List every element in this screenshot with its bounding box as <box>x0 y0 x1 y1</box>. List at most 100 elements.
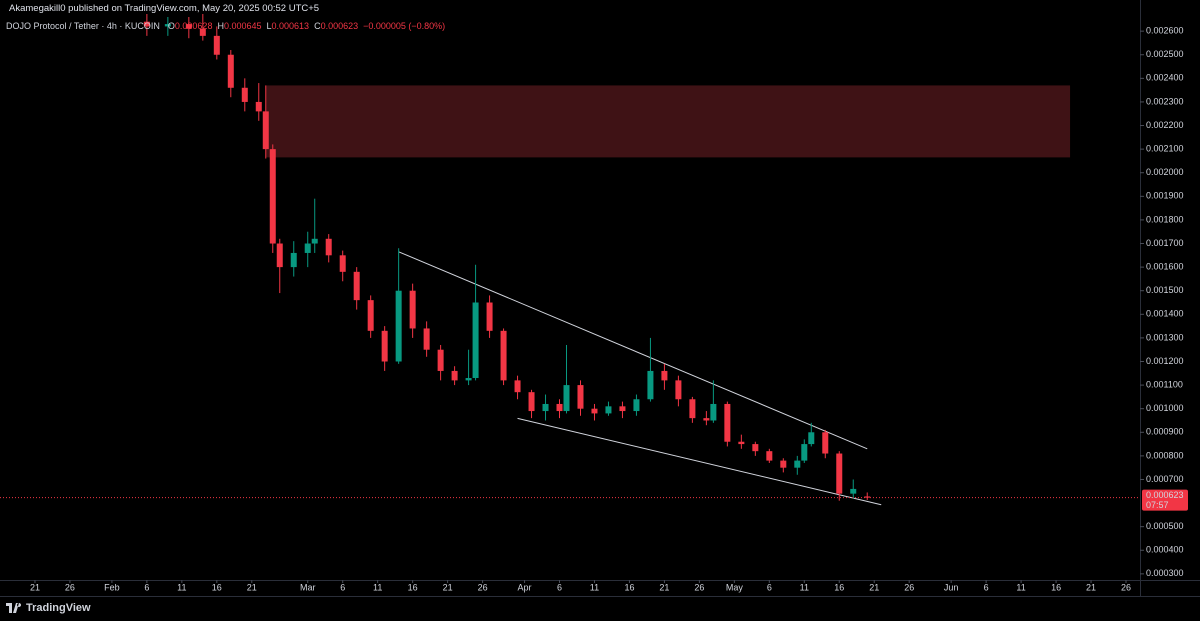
candle-body <box>528 392 535 412</box>
candle-body <box>675 380 682 400</box>
candle-body <box>801 444 808 461</box>
footer-logo[interactable]: TradingView <box>6 602 91 614</box>
x-tick-label: 26 <box>904 582 914 592</box>
candle-body <box>738 441 745 445</box>
x-tick-label: 11 <box>177 582 186 592</box>
symbol-legend: DOJO Protocol / Tether · 4h · KUCOIN O 0.0… <box>6 21 450 31</box>
candle-body <box>472 302 479 379</box>
candle-body <box>276 243 283 268</box>
publisher-line: Akamegakill0 published on TradingView.co… <box>6 3 323 14</box>
x-tick-label: 16 <box>834 582 844 592</box>
x-tick-label: 6 <box>557 582 562 592</box>
x-tick-label: 11 <box>1016 582 1025 592</box>
y-tick-label: 0.002200 <box>1146 120 1184 130</box>
ohlc-label: L <box>266 21 272 31</box>
x-tick-label: 26 <box>65 582 75 592</box>
candle-body <box>689 399 696 419</box>
ohlc-label: C <box>314 21 321 31</box>
candle-body <box>577 385 584 409</box>
candle-body <box>213 35 220 55</box>
candle-body <box>710 403 717 421</box>
y-tick-label: 0.002500 <box>1146 49 1184 59</box>
x-tick-label: 11 <box>373 582 382 592</box>
x-tick-label: 6 <box>340 582 345 592</box>
y-tick-label: 0.000400 <box>1146 545 1184 555</box>
candle-body <box>409 290 416 329</box>
ohlc-value: 0.000623 <box>320 21 359 31</box>
y-tick-label: 0.002100 <box>1146 144 1184 154</box>
x-tick-label: 16 <box>1051 582 1061 592</box>
x-tick-label: Feb <box>104 582 120 592</box>
candle-body <box>227 54 234 88</box>
candle-body <box>353 271 360 301</box>
x-tick-label: May <box>726 582 744 592</box>
candle-body <box>381 330 388 362</box>
x-tick-label: 16 <box>624 582 634 592</box>
ohlc-value: 0.000613 <box>271 21 310 31</box>
candle-body <box>395 290 402 362</box>
x-tick-label: Apr <box>518 582 532 592</box>
y-tick-label: 0.002300 <box>1146 96 1184 106</box>
candle-body <box>304 243 311 253</box>
logo-icon <box>6 603 22 613</box>
candle-body <box>143 21 150 27</box>
x-tick-label: 11 <box>800 582 809 592</box>
candle-body <box>703 418 710 421</box>
candle-body <box>752 444 759 452</box>
candle-body <box>836 453 843 494</box>
candle-body <box>766 451 773 461</box>
y-tick-label: 0.002000 <box>1146 167 1184 177</box>
candle-body <box>808 432 815 445</box>
last-price-box <box>1142 489 1188 511</box>
candle-body <box>325 238 332 256</box>
y-tick-label: 0.000800 <box>1146 450 1184 460</box>
y-tick-label: 0.000300 <box>1146 568 1184 578</box>
candle-body <box>199 28 206 36</box>
x-tick-label: 21 <box>869 582 879 592</box>
x-tick-label: 21 <box>247 582 257 592</box>
candle-body <box>451 370 458 381</box>
x-tick-label: 6 <box>984 582 989 592</box>
brand: TradingView <box>26 602 91 614</box>
candle-body <box>241 87 248 102</box>
candle-body <box>514 380 521 393</box>
x-tick-label: 26 <box>478 582 488 592</box>
candle-body <box>486 302 493 331</box>
x-tick-label: 16 <box>212 582 222 592</box>
candle-body <box>290 252 297 268</box>
y-tick-label: 0.001400 <box>1146 309 1184 319</box>
candle-body <box>822 432 829 454</box>
last-price-label: 0.000623 <box>1146 490 1184 500</box>
candle-body <box>794 460 801 468</box>
y-tick-label: 0.000700 <box>1146 474 1184 484</box>
candle-body <box>556 403 563 412</box>
y-tick-label: 0.000500 <box>1146 521 1184 531</box>
change: −0.000005 (−0.80%) <box>363 21 446 31</box>
symbol-title: DOJO Protocol / Tether · 4h · KUCOIN <box>6 21 160 31</box>
y-tick-label: 0.001200 <box>1146 356 1184 366</box>
y-tick-label: 0.001700 <box>1146 238 1184 248</box>
trendline <box>517 417 882 506</box>
x-tick-label: 21 <box>659 582 669 592</box>
candle-body <box>619 406 626 412</box>
candle-body <box>661 370 668 381</box>
ohlc-label: O <box>167 21 175 31</box>
candle-body <box>647 370 654 400</box>
x-tick-label: 26 <box>694 582 704 592</box>
candle-body <box>164 24 171 27</box>
y-tick-label: 0.001500 <box>1146 285 1184 295</box>
candle-body <box>864 496 871 498</box>
candle-body <box>780 460 787 468</box>
x-tick-label: 16 <box>408 582 418 592</box>
candle-body <box>423 328 430 350</box>
supply-zone <box>265 85 1071 158</box>
x-tick-label: 6 <box>767 582 772 592</box>
y-tick-label: 0.001300 <box>1146 332 1184 342</box>
candle-body <box>465 378 472 381</box>
x-tick-label: 6 <box>144 582 149 592</box>
x-tick-label: 26 <box>1121 582 1131 592</box>
y-tick-label: 0.001800 <box>1146 214 1184 224</box>
y-tick-label: 0.001000 <box>1146 403 1184 413</box>
